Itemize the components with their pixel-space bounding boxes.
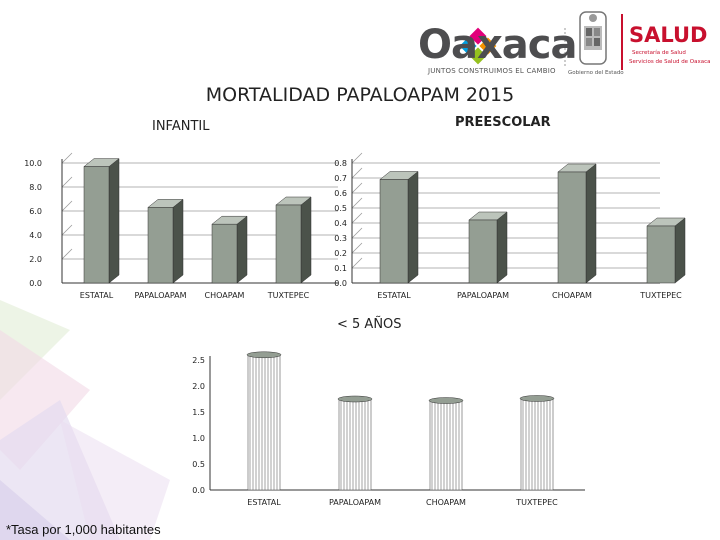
header: Oaxaca JUNTOS CONSTRUIMOS EL CAMBIO Gobi…: [0, 0, 720, 80]
bar-side: [407, 170, 419, 284]
bar: [275, 204, 302, 284]
oaxaca-logo-icon: [459, 11, 623, 70]
bar: [147, 207, 174, 284]
gridline-depth: [351, 257, 363, 269]
x-category-label: TUXTEPEC: [515, 498, 558, 507]
bar-side: [300, 196, 312, 284]
y-tick-label: 0.3: [334, 234, 347, 243]
gridline-depth: [351, 242, 363, 254]
chart-title-menor5: < 5 AÑOS: [337, 317, 402, 332]
x-category-label: CHOAPAM: [426, 498, 466, 507]
y-tick-label: 2.0: [29, 255, 42, 264]
gridline-depth: [61, 200, 73, 212]
bar-side: [172, 198, 184, 284]
y-tick-label: 0.4: [334, 219, 347, 228]
y-tick-label: 0.0: [334, 279, 347, 288]
bar-top: [428, 397, 464, 404]
gridline-depth: [351, 182, 363, 194]
y-tick-label: 4.0: [29, 231, 42, 240]
y-tick-label: 0.6: [334, 189, 347, 198]
salud-name: SALUD: [629, 23, 708, 47]
gridline-depth: [351, 212, 363, 224]
bar-top: [519, 395, 555, 402]
bar-top: [337, 395, 373, 403]
bar-side: [674, 217, 686, 284]
x-category-label: ESTATAL: [80, 291, 114, 300]
y-tick-label: 0.1: [334, 264, 347, 273]
y-tick-label: 0.7: [334, 174, 347, 183]
y-tick-label: 8.0: [29, 183, 42, 192]
x-category-label: PAPALOAPAM: [134, 291, 186, 300]
bar: [646, 225, 676, 284]
bar: [468, 219, 498, 284]
brand-tagline: JUNTOS CONSTRUIMOS EL CAMBIO: [428, 67, 556, 75]
x-category-label: TUXTEPEC: [639, 291, 682, 300]
y-tick-label: 0.5: [334, 204, 347, 213]
brand-name: Oaxaca: [418, 22, 577, 68]
bar: [211, 223, 238, 284]
bar: [83, 166, 110, 284]
bar: [247, 354, 281, 491]
gridline-depth: [61, 152, 73, 164]
gridline-depth: [61, 176, 73, 188]
x-category-label: ESTATAL: [377, 291, 411, 300]
bar-side: [108, 158, 120, 284]
salud-subtitle-1: Secretaría de Salud: [632, 50, 686, 56]
bar: [557, 171, 587, 284]
gridline-depth: [351, 197, 363, 209]
y-tick-label: 0.5: [192, 460, 205, 469]
gov-label: Gobierno del Estado: [568, 70, 624, 76]
x-category-label: TUXTEPEC: [267, 291, 310, 300]
bar: [520, 398, 554, 491]
x-category-label: ESTATAL: [247, 498, 281, 507]
x-category-label: PAPALOAPAM: [457, 291, 509, 300]
bar-side: [236, 215, 248, 284]
x-category-label: CHOAPAM: [205, 291, 245, 300]
gridline-depth: [351, 167, 363, 179]
y-tick-label: 0.8: [334, 159, 347, 168]
y-tick-label: 2.0: [192, 382, 205, 391]
chart-title-infantil: INFANTIL: [152, 119, 210, 134]
bar: [429, 400, 463, 491]
salud-subtitle-2: Servicios de Salud de Oaxaca: [629, 59, 711, 65]
x-category-label: CHOAPAM: [552, 291, 592, 300]
bar-top: [246, 351, 282, 359]
page-title: MORTALIDAD PAPALOAPAM 2015: [205, 84, 515, 106]
y-tick-label: 6.0: [29, 207, 42, 216]
gridline-depth: [61, 224, 73, 236]
y-tick-label: 1.0: [192, 434, 205, 443]
footnote: *Tasa por 1,000 habitantes: [6, 522, 161, 537]
gridline-depth: [351, 227, 363, 239]
bar: [379, 179, 409, 284]
chart-title-preescolar: PREESCOLAR: [455, 115, 551, 130]
x-category-label: PAPALOAPAM: [329, 498, 381, 507]
state-seal-icon: [579, 11, 607, 65]
y-tick-label: 0.0: [192, 486, 205, 495]
bar: [338, 398, 372, 491]
bar-side: [496, 211, 508, 284]
gridline-depth: [351, 152, 363, 164]
bar-side: [585, 163, 597, 284]
y-tick-label: 0.0: [29, 279, 42, 288]
gridline-depth: [61, 248, 73, 260]
y-tick-label: 1.5: [192, 408, 205, 417]
y-tick-label: 10.0: [24, 159, 42, 168]
y-tick-label: 2.5: [192, 356, 205, 365]
y-tick-label: 0.2: [334, 249, 347, 258]
